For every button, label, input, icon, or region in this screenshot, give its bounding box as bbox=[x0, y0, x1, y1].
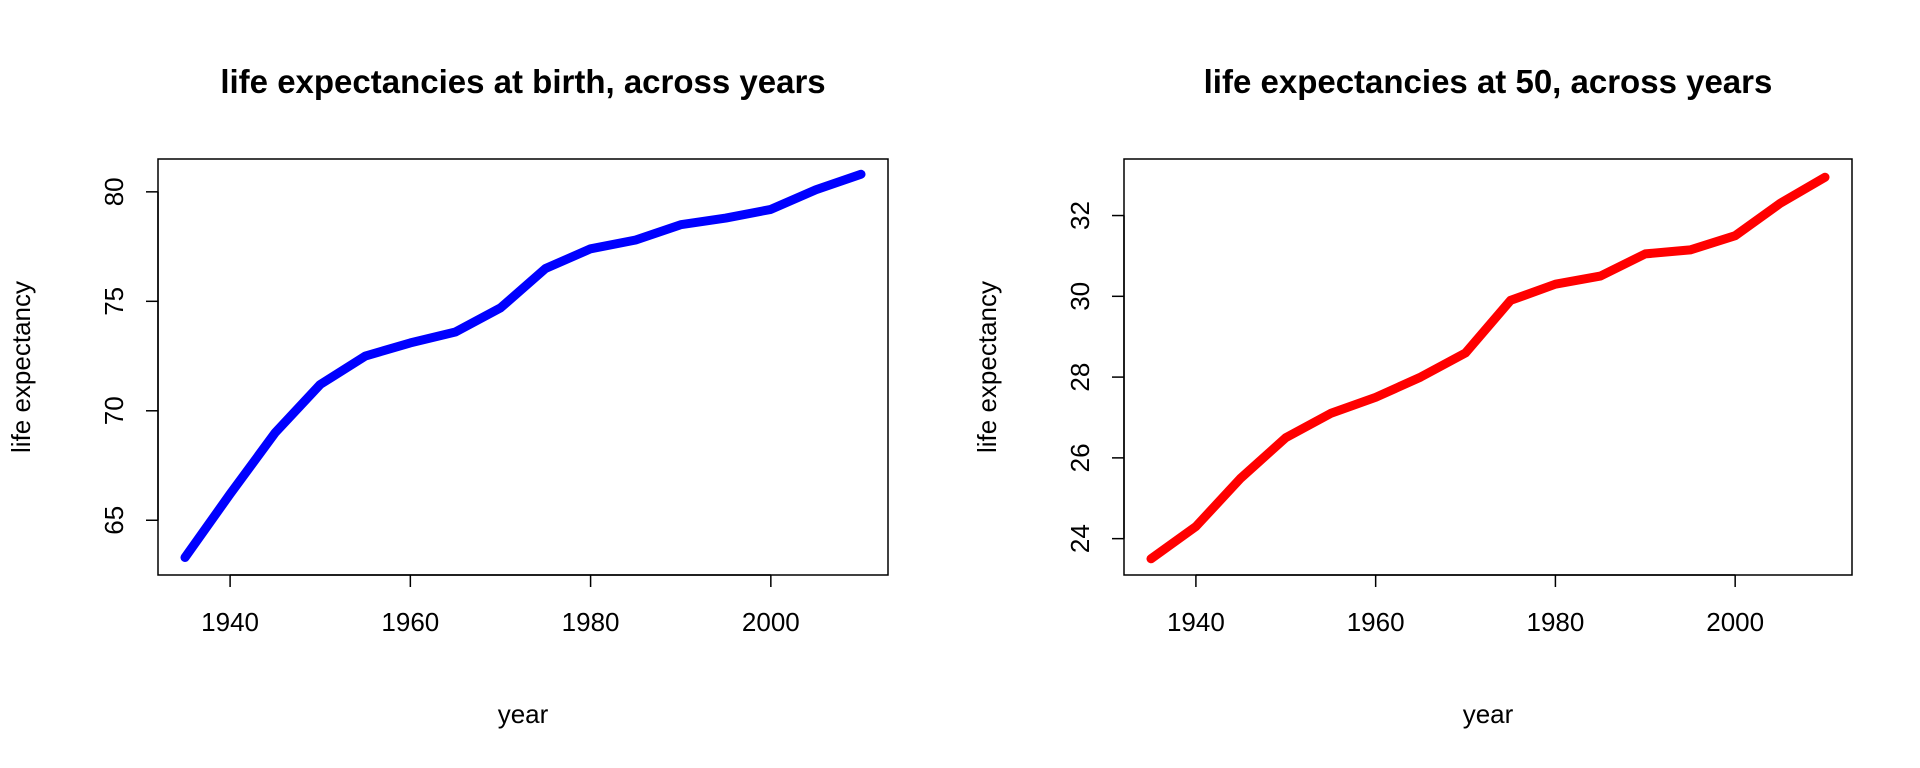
x-tick-label: 2000 bbox=[742, 607, 800, 637]
y-tick-label: 70 bbox=[99, 396, 129, 425]
x-tick-label: 1960 bbox=[381, 607, 439, 637]
chart-title: life expectancies at birth, across years bbox=[220, 63, 825, 100]
chart-title: life expectancies at 50, across years bbox=[1204, 63, 1773, 100]
y-tick-label: 30 bbox=[1065, 282, 1095, 311]
series-line bbox=[1146, 172, 1830, 564]
y-axis-label: life expectancy bbox=[6, 281, 36, 453]
series-layer bbox=[1146, 172, 1830, 564]
y-tick-label: 28 bbox=[1065, 363, 1095, 392]
series-layer bbox=[180, 169, 866, 562]
x-tick-label: 1940 bbox=[1167, 607, 1225, 637]
plot-frame bbox=[157, 158, 889, 576]
panel-life-expectancy-at-birth: life expectancies at birth, across years… bbox=[6, 63, 889, 729]
x-axis-label: year bbox=[1463, 699, 1514, 729]
x-axis: 1940 1960 1980 2000 bbox=[1167, 574, 1764, 637]
series-line bbox=[180, 169, 866, 562]
x-tick-label: 1960 bbox=[1347, 607, 1405, 637]
x-tick-label: 1940 bbox=[201, 607, 259, 637]
y-tick-label: 65 bbox=[99, 506, 129, 535]
y-axis-label: life expectancy bbox=[972, 281, 1002, 453]
y-tick-label: 26 bbox=[1065, 443, 1095, 472]
y-tick-label: 80 bbox=[99, 177, 129, 206]
y-axis: 24 26 28 30 32 bbox=[1065, 201, 1125, 553]
x-tick-label: 1980 bbox=[1526, 607, 1584, 637]
y-tick-label: 75 bbox=[99, 287, 129, 316]
x-tick-label: 2000 bbox=[1706, 607, 1764, 637]
panel-life-expectancy-at-50: life expectancies at 50, across years ye… bbox=[972, 63, 1853, 729]
x-axis: 1940 1960 1980 2000 bbox=[201, 574, 800, 637]
y-tick-label: 24 bbox=[1065, 524, 1095, 553]
x-axis-label: year bbox=[498, 699, 549, 729]
y-tick-label: 32 bbox=[1065, 201, 1095, 230]
y-axis: 65 70 75 80 bbox=[99, 177, 159, 535]
plot-frame bbox=[1123, 158, 1853, 576]
x-tick-label: 1980 bbox=[562, 607, 620, 637]
